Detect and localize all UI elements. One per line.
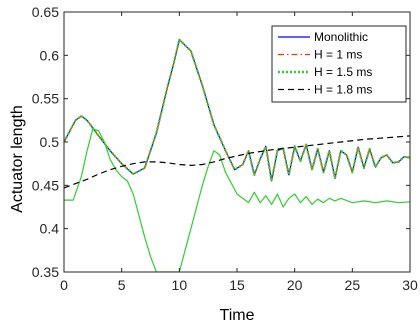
x-tick-label: 30	[402, 277, 418, 293]
legend-label-3: H = 1.8 ms	[314, 83, 372, 97]
y-axis-title: Actuator length	[9, 105, 26, 213]
series-line-h-1-8-ms-4	[64, 135, 410, 189]
y-tick-label: 0.65	[32, 4, 59, 20]
plot-area	[64, 38, 410, 272]
series-line-h-1-5-ms-3	[64, 128, 410, 272]
x-tick-label: 10	[172, 277, 188, 293]
y-tick-label: 0.6	[40, 47, 60, 63]
x-axis-title: Time	[220, 307, 255, 324]
x-tick-label: 0	[60, 277, 68, 293]
x-tick-label: 25	[345, 277, 361, 293]
y-tick-label: 0.55	[32, 91, 59, 107]
y-tick-label: 0.35	[32, 264, 59, 280]
y-tick-label: 0.4	[40, 221, 60, 237]
x-tick-label: 20	[287, 277, 303, 293]
legend: Monolithic H = 1 ms H = 1.5 ms H = 1.8 ms	[271, 25, 407, 103]
legend-label-1: H = 1 ms	[314, 48, 362, 62]
legend-label-0: Monolithic	[314, 30, 368, 44]
x-tick-label: 5	[118, 277, 126, 293]
y-tick-label: 0.45	[32, 177, 59, 193]
x-tick-label: 15	[229, 277, 245, 293]
y-tick-label: 0.5	[40, 134, 60, 150]
series-line-h-1-5-ms-2	[64, 38, 410, 183]
axes: 0 5 10 15 20 25 30 0.35 0.4 0.45 0.5 0.55 0.6 0.65	[32, 4, 418, 293]
legend-label-2: H = 1.5 ms	[314, 65, 372, 79]
legend-box	[271, 25, 407, 103]
